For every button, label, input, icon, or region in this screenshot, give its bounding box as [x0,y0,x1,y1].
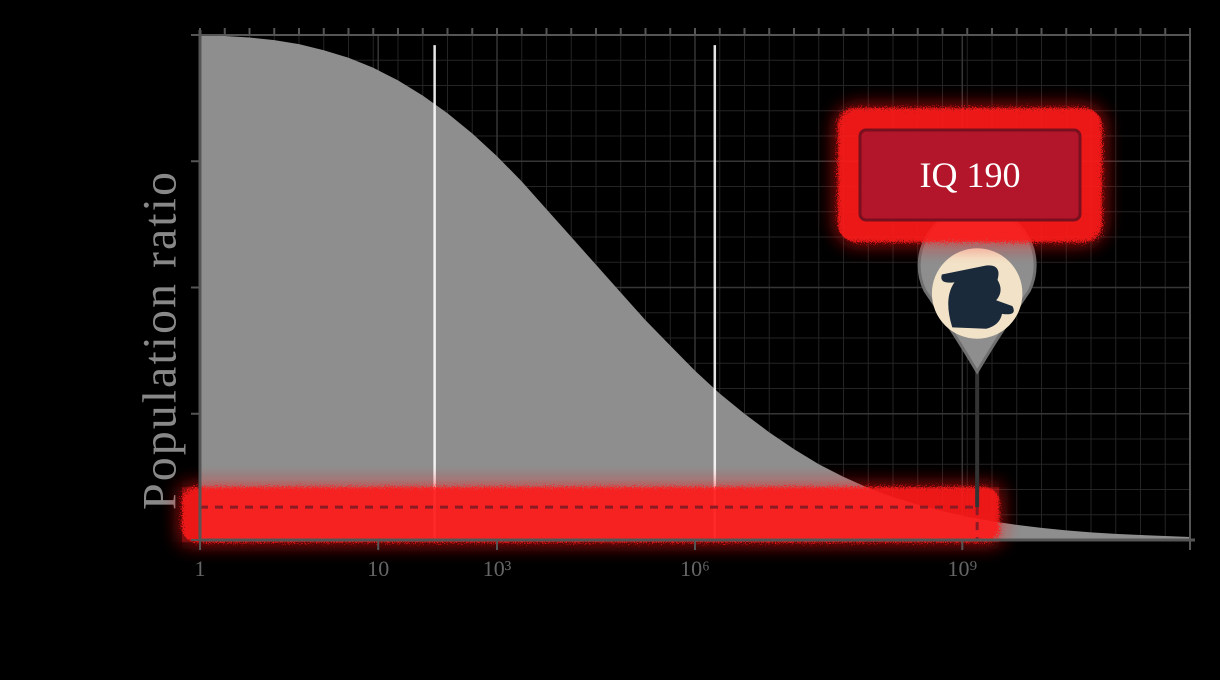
x-tick-label: 10³ [483,556,512,581]
x-tick-label: 10⁹ [947,556,977,581]
x-tick-label: 1 [195,556,206,581]
x-tick-label: 10 [367,556,389,581]
chart-container: Population ratio 11010³10⁶10⁹IQ 190 [0,0,1220,680]
chart-svg: 1 10 10³ 10⁶ 10⁹ IQ 190 [0,0,1220,680]
x-tick-label: 10⁶ [680,556,710,581]
red-paint-glow [182,487,999,542]
callout-label: IQ 190 [920,155,1021,195]
